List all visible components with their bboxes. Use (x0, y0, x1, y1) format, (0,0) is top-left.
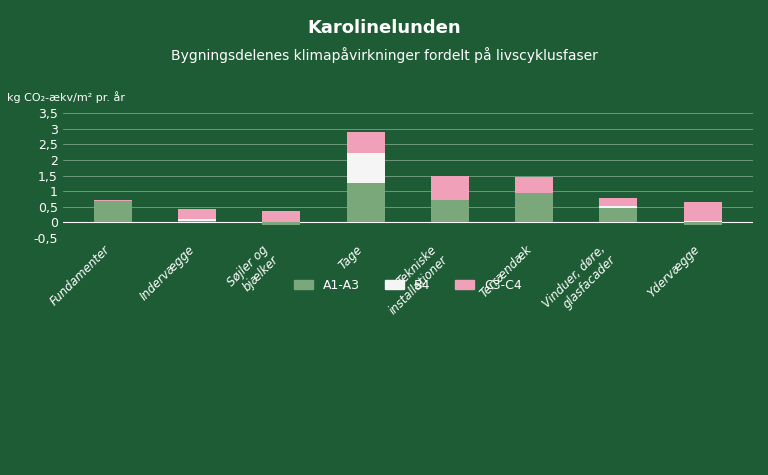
Bar (431, 176, 469, 200)
Bar (515, 177, 553, 193)
Bar (346, 183, 385, 222)
Bar (684, 222, 722, 225)
Text: Karolinelunden: Karolinelunden (307, 19, 461, 37)
Bar (346, 132, 385, 153)
Bar (600, 198, 637, 206)
Bar (178, 221, 216, 222)
Bar (600, 206, 637, 209)
Bar (94, 200, 132, 201)
Bar (346, 153, 385, 183)
Bar (515, 193, 553, 222)
Text: kg CO₂-ækv/m² pr. år: kg CO₂-ækv/m² pr. år (8, 91, 125, 103)
Bar (178, 218, 216, 221)
Text: Bygningsdelenes klimapåvirkninger fordelt på livscyklusfaser: Bygningsdelenes klimapåvirkninger fordel… (170, 48, 598, 64)
Bar (684, 201, 722, 221)
Bar (600, 209, 637, 222)
Bar (94, 201, 132, 222)
Legend: A1-A3, B4, C3-C4: A1-A3, B4, C3-C4 (289, 274, 527, 297)
Bar (684, 221, 722, 222)
Bar (178, 209, 216, 218)
Bar (263, 222, 300, 225)
Bar (431, 200, 469, 222)
Bar (263, 211, 300, 222)
